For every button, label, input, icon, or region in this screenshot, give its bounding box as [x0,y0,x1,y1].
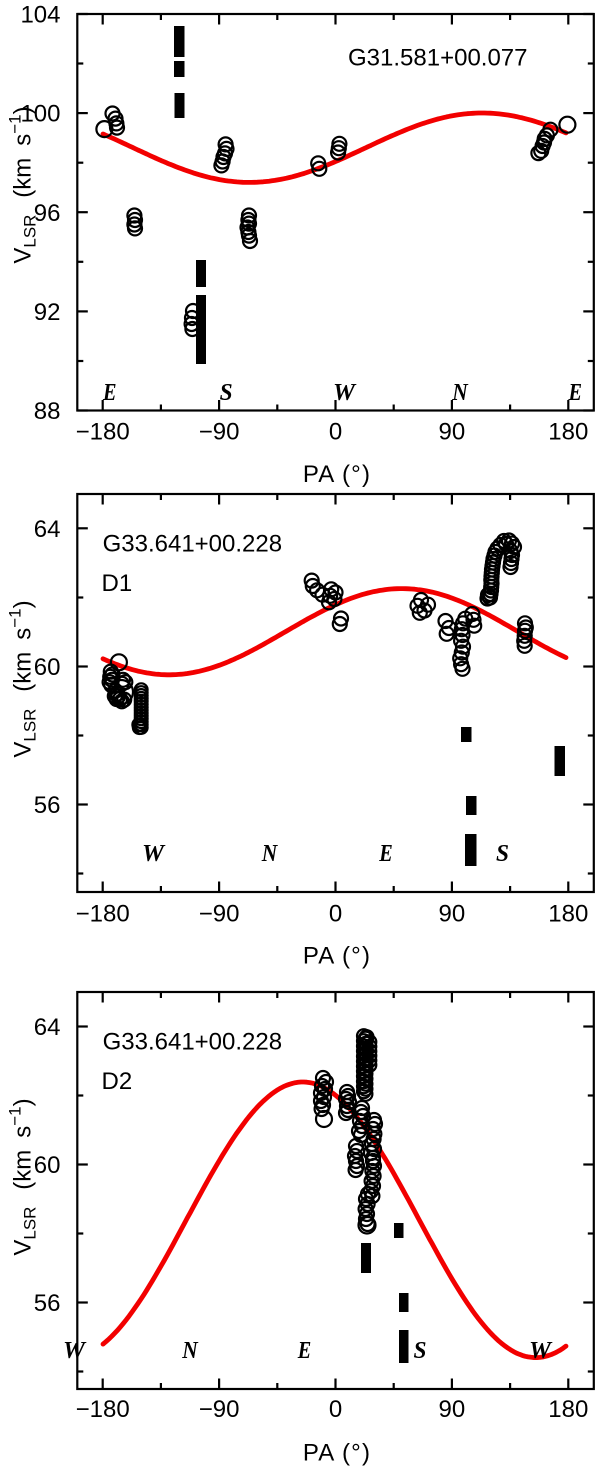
svg-text:60: 60 [34,1152,61,1179]
svg-text:104: 104 [20,2,60,29]
svg-text:N: N [451,380,469,406]
svg-text:60: 60 [34,654,61,681]
svg-text:180: 180 [548,901,588,928]
svg-text:E: E [568,380,582,406]
svg-text:E: E [378,841,392,867]
svg-text:S: S [220,380,233,406]
svg-text:W: W [333,380,357,406]
svg-text:56: 56 [34,792,61,819]
svg-text:G33.641+00.228: G33.641+00.228 [103,1029,283,1056]
svg-text:S: S [414,1338,427,1364]
svg-text:64: 64 [34,1014,61,1041]
svg-text:90: 90 [439,419,466,446]
svg-text:−180: −180 [76,1396,130,1423]
svg-text:W: W [142,841,166,867]
svg-text:64: 64 [34,516,61,543]
svg-text:−180: −180 [76,419,130,446]
svg-text:−180: −180 [76,901,130,928]
svg-text:100: 100 [20,101,60,128]
svg-text:G33.641+00.228: G33.641+00.228 [103,531,283,558]
svg-text:N: N [181,1338,199,1364]
svg-text:D2: D2 [102,1068,133,1095]
svg-text:N: N [261,841,279,867]
svg-text:PA (°): PA (°) [303,943,371,970]
svg-text:0: 0 [329,901,342,928]
svg-text:0: 0 [329,1396,342,1423]
svg-text:D1: D1 [102,570,133,597]
svg-text:0: 0 [329,419,342,446]
svg-text:88: 88 [34,398,61,425]
svg-text:S: S [496,841,509,867]
svg-text:−90: −90 [199,901,240,928]
svg-text:W: W [63,1338,87,1364]
svg-text:180: 180 [548,1396,588,1423]
svg-text:E: E [102,380,116,406]
svg-text:180: 180 [548,419,588,446]
svg-text:−90: −90 [199,1396,240,1423]
svg-text:−90: −90 [199,419,240,446]
svg-text:92: 92 [34,299,61,326]
svg-text:90: 90 [439,901,466,928]
svg-text:G31.581+00.077: G31.581+00.077 [348,45,528,72]
svg-text:56: 56 [34,1290,61,1317]
svg-text:PA (°): PA (°) [303,461,371,488]
svg-text:90: 90 [439,1396,466,1423]
svg-text:PA (°): PA (°) [303,1440,371,1467]
svg-text:W: W [529,1338,553,1364]
svg-text:96: 96 [34,200,61,227]
svg-text:E: E [297,1338,311,1364]
